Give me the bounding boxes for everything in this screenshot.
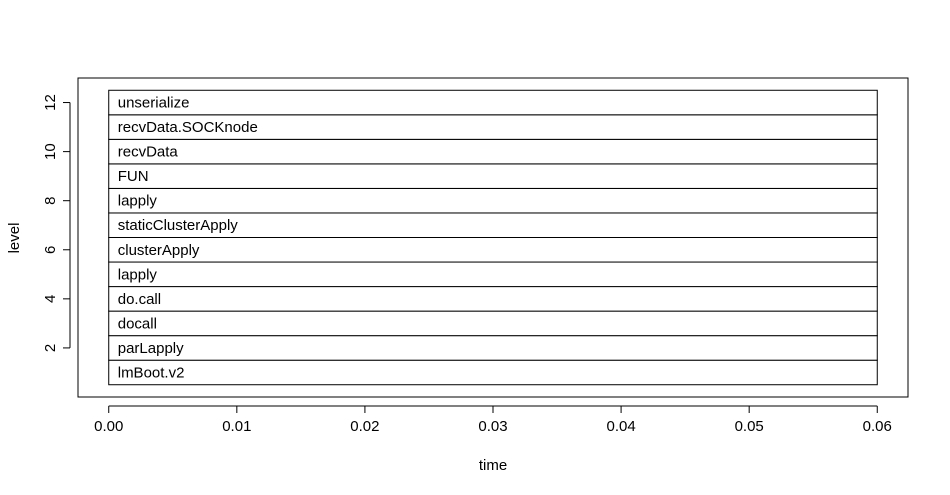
flame-bar <box>108 359 878 386</box>
x-tick-label: 0.06 <box>863 418 892 435</box>
y-tick-label: 6 <box>42 246 59 254</box>
x-tick-label: 0.05 <box>735 418 764 435</box>
x-tick-label: 0.02 <box>350 418 379 435</box>
flame-bar <box>108 237 878 263</box>
y-tick-label: 4 <box>42 295 59 303</box>
x-tick-label: 0.00 <box>94 418 123 435</box>
flame-bar-label: parLapply <box>118 340 184 357</box>
y-axis: 2 4 6 8 10 12 <box>42 94 71 352</box>
x-tick-label: 0.03 <box>478 418 507 435</box>
flame-bar <box>108 261 878 288</box>
y-tick-label: 2 <box>42 344 59 352</box>
y-tick-label: 12 <box>42 94 59 111</box>
flame-bar-label: docall <box>118 315 157 332</box>
flame-bar-label: do.call <box>118 291 161 308</box>
flame-bar <box>108 89 878 116</box>
flame-bar <box>108 163 878 189</box>
flame-bar-label: clusterApply <box>118 242 200 259</box>
flame-bars: lmBoot.v2 parLapply docall do.call lapply clu… <box>108 89 878 386</box>
flame-bar-label: recvData <box>118 144 179 161</box>
x-axis: 0.00 0.01 0.02 0.03 0.04 0.05 0.06 <box>94 405 892 435</box>
flame-bar-label: lapply <box>118 193 158 210</box>
x-tick-label: 0.01 <box>222 418 251 435</box>
y-axis-label: level <box>6 223 23 254</box>
flame-bar-label: staticClusterApply <box>118 217 239 234</box>
flame-bar <box>108 335 878 361</box>
flame-bar-label: lapply <box>118 266 158 283</box>
flame-bar-label: lmBoot.v2 <box>118 364 185 381</box>
y-tick-label: 8 <box>42 197 59 205</box>
flame-bar-label: recvData.SOCKnode <box>118 119 258 136</box>
flame-bar <box>108 138 878 165</box>
plot-frame <box>77 77 909 398</box>
flame-bar-label: FUN <box>118 168 149 185</box>
x-tick-label: 0.04 <box>606 418 635 435</box>
flame-bar <box>108 286 878 312</box>
flame-bar <box>108 187 878 214</box>
x-axis-label: time <box>479 457 507 474</box>
flame-bar <box>108 114 878 140</box>
flame-bar-label: unserialize <box>118 95 190 112</box>
flame-bar <box>108 310 878 337</box>
y-tick-label: 10 <box>42 143 59 160</box>
